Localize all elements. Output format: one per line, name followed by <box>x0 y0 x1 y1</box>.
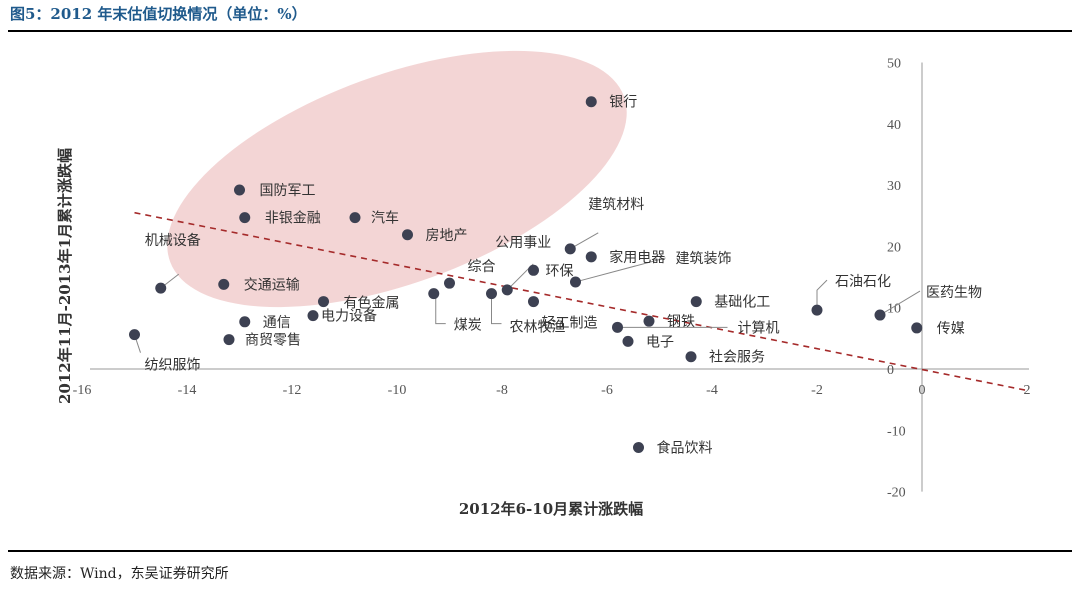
data-point <box>402 229 413 241</box>
point-label: 家用电器 <box>609 249 665 266</box>
point-label: 计算机 <box>738 320 780 336</box>
points-layer <box>129 96 923 453</box>
y-axis-title: 2012年11月-2013年1月累计涨跌幅 <box>56 148 74 404</box>
y-tick-label: 50 <box>887 57 901 72</box>
data-point <box>811 304 823 316</box>
point-label: 非银金融 <box>265 211 321 227</box>
data-point <box>155 282 167 294</box>
data-point <box>911 322 923 334</box>
data-point <box>585 251 597 263</box>
point-label: 纺织服饰 <box>145 358 201 374</box>
data-point <box>239 212 251 224</box>
x-tick-label: 2 <box>1024 383 1031 398</box>
source-note: 数据来源：Wind，东吴证券研究所 <box>10 566 229 582</box>
point-label: 汽车 <box>371 210 399 227</box>
trendline <box>134 211 1028 392</box>
data-point <box>223 334 235 346</box>
data-point <box>874 309 886 321</box>
point-label: 电子 <box>646 334 674 350</box>
point-label: 医药生物 <box>926 285 982 301</box>
point-label: 综合 <box>468 259 496 275</box>
point-label: 社会服务 <box>709 350 765 366</box>
highlight-ellipse-layer <box>167 50 627 308</box>
y-tick-label: 40 <box>887 118 901 133</box>
point-label: 基础化工 <box>714 294 770 311</box>
point-label: 轻工制造 <box>542 316 598 332</box>
data-point <box>622 335 634 347</box>
point-label: 交通运输 <box>244 276 300 293</box>
data-point <box>685 351 697 363</box>
top-rule <box>8 30 1072 32</box>
point-label: 农林牧渔 <box>510 320 566 336</box>
x-tick-label: 0 <box>919 383 926 398</box>
data-point <box>528 296 539 308</box>
trendline-layer <box>134 211 1028 392</box>
point-label: 公用事业 <box>495 235 551 251</box>
data-point <box>633 441 644 453</box>
x-tick-label: -2 <box>811 383 823 398</box>
data-point <box>528 264 539 276</box>
point-label: 国防军工 <box>260 183 316 199</box>
x-tick-label: -16 <box>73 383 92 398</box>
data-point <box>444 277 455 289</box>
point-label: 煤炭 <box>454 318 482 334</box>
data-point <box>564 243 576 255</box>
y-tick-label: 10 <box>887 302 901 317</box>
leader-line <box>816 279 828 311</box>
y-tick-label: 30 <box>887 179 901 194</box>
figure-title: 图5：2012 年末估值切换情况（单位：%） <box>10 5 307 23</box>
point-label: 银行 <box>609 95 637 111</box>
point-label: 有色金属 <box>344 295 400 312</box>
highlight-ellipse <box>167 50 627 308</box>
data-point <box>349 212 361 224</box>
data-point <box>428 288 440 300</box>
point-label: 环保 <box>546 263 574 279</box>
y-tick-label: -20 <box>887 486 906 501</box>
data-point <box>501 284 513 296</box>
data-point <box>218 278 230 290</box>
y-tick-label: 20 <box>887 240 901 255</box>
leader-line <box>491 293 502 325</box>
y-tick-label: 0 <box>887 363 894 378</box>
data-point <box>129 329 140 341</box>
leader-line <box>575 257 666 283</box>
data-point <box>690 296 702 308</box>
x-tick-label: -10 <box>388 383 407 398</box>
point-label: 石油石化 <box>835 274 891 290</box>
point-label: 建筑材料 <box>588 197 644 213</box>
data-point <box>318 296 329 308</box>
point-label: 机械设备 <box>145 232 201 249</box>
point-label: 商贸零售 <box>245 333 301 349</box>
x-tick-label: -6 <box>601 383 613 398</box>
data-point <box>585 96 597 108</box>
point-label: 房地产 <box>426 228 468 244</box>
point-label: 通信 <box>263 315 291 331</box>
y-tick-label: -10 <box>887 424 906 439</box>
point-label: 食品饮料 <box>657 439 713 456</box>
scatter-chart: -16 -14 -12 -10 -8 -6 -4 -2 0 2-20-1001020304050 … <box>56 50 1031 518</box>
data-point <box>307 310 319 322</box>
x-tick-label: -14 <box>178 383 197 398</box>
data-point <box>239 316 251 328</box>
data-point <box>643 315 655 327</box>
bottom-rule <box>8 550 1072 552</box>
point-label: 电力设备 <box>321 308 377 325</box>
point-label: 钢铁 <box>667 314 695 330</box>
x-tick-label: -12 <box>283 383 302 398</box>
x-tick-label: -4 <box>706 383 718 398</box>
data-point <box>570 276 581 288</box>
x-tick-label: -8 <box>496 383 508 398</box>
data-point <box>612 321 623 333</box>
x-axis-title: 2012年6-10月累计涨跌幅 <box>459 500 643 518</box>
leader-line <box>879 290 921 316</box>
data-point <box>234 184 245 196</box>
point-label: 建筑装饰 <box>676 251 732 267</box>
data-point <box>486 288 497 300</box>
point-label: 传媒 <box>937 321 965 337</box>
